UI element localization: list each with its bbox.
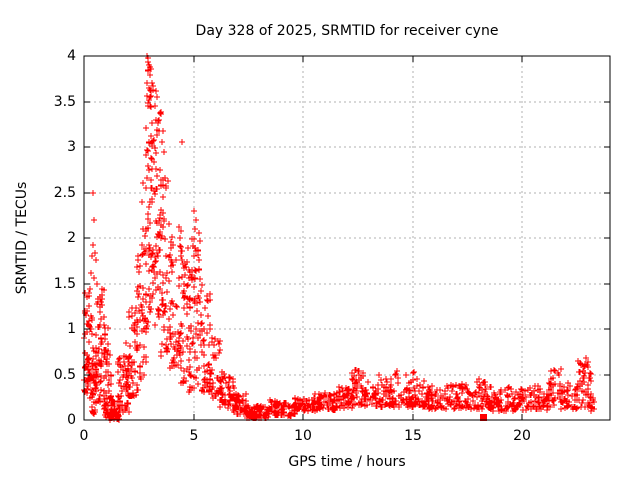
x-axis-label: GPS time / hours (288, 454, 406, 470)
x-tick-label: 20 (513, 428, 531, 444)
x-tick-label: 10 (294, 428, 312, 444)
y-tick-label: 0.5 (53, 367, 76, 383)
y-tick-label: 2.5 (53, 185, 76, 201)
chart-title: Day 328 of 2025, SRMTID for receiver cyn… (195, 23, 499, 39)
y-tick-label: 3 (67, 139, 76, 155)
dense-point-block (480, 414, 487, 421)
y-tick-label: 1.5 (53, 276, 76, 292)
y-tick-label: 0 (67, 412, 76, 428)
scatter-points (81, 53, 597, 423)
y-tick-label: 3.5 (53, 94, 76, 110)
x-tick-label: 15 (404, 428, 422, 444)
x-tick-label: 5 (189, 428, 199, 444)
y-tick-label: 1 (67, 321, 76, 337)
axes-and-ticks (83, 55, 611, 421)
y-tick-label: 2 (67, 230, 76, 246)
y-tick-label: 4 (67, 48, 76, 64)
x-tick-label: 0 (79, 428, 89, 444)
